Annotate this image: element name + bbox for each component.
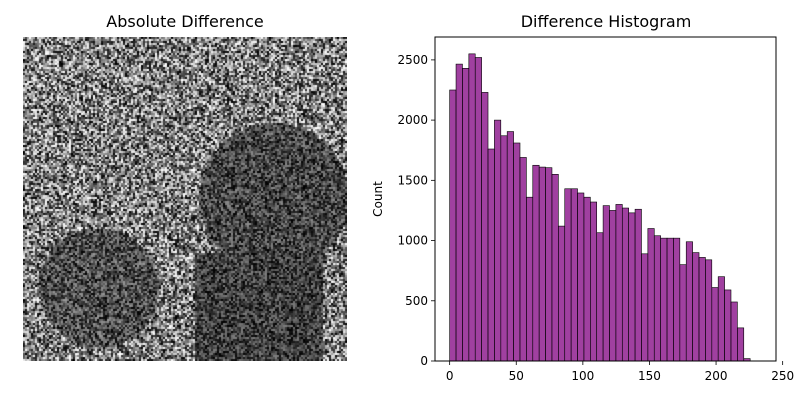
histogram-bar xyxy=(717,276,725,362)
x-tick-label: 150 xyxy=(638,369,661,383)
y-axis-label: Count xyxy=(371,181,385,217)
x-tick-label: 250 xyxy=(771,369,794,383)
histogram-bar xyxy=(609,210,617,362)
histogram-bar xyxy=(449,89,457,362)
histogram-bar xyxy=(551,174,559,362)
histogram-bar xyxy=(506,131,514,362)
histogram-bar xyxy=(564,188,572,362)
histogram-bar xyxy=(615,204,623,362)
histogram-bar xyxy=(660,237,668,362)
histogram-bar xyxy=(532,164,540,362)
histogram-bar xyxy=(590,201,598,362)
plot-frame xyxy=(434,36,777,362)
y-tick-label: 0 xyxy=(420,354,428,368)
histogram-bar xyxy=(737,327,745,362)
histogram-bar xyxy=(705,259,713,362)
x-tick-label: 100 xyxy=(571,369,594,383)
histogram-bar xyxy=(596,232,604,362)
histogram-bar xyxy=(526,196,534,362)
y-tick-label: 1000 xyxy=(397,234,428,248)
histogram-bar xyxy=(724,289,732,362)
histogram-bar xyxy=(602,205,610,362)
histogram-bar xyxy=(692,252,700,362)
histogram-bar xyxy=(628,212,636,362)
histogram-bar xyxy=(621,207,629,362)
x-tick-label: 0 xyxy=(446,369,454,383)
y-tick-label: 1500 xyxy=(397,173,428,187)
x-tick-label: 200 xyxy=(705,369,728,383)
histogram-bar xyxy=(487,148,495,362)
image-title: Absolute Difference xyxy=(106,12,264,31)
histogram-bar xyxy=(462,68,470,362)
histogram-bar xyxy=(711,287,719,362)
histogram-bar xyxy=(730,301,738,362)
histogram-bar xyxy=(558,225,566,362)
histogram-bar xyxy=(545,167,553,362)
histogram-bar xyxy=(698,257,706,362)
histogram-bar xyxy=(577,192,585,362)
y-tick-label: 2000 xyxy=(397,113,428,127)
histogram-bar xyxy=(494,119,502,362)
histogram-bar xyxy=(679,264,687,362)
histogram-bar xyxy=(455,63,463,362)
histogram-bar xyxy=(570,188,578,362)
histogram-bar xyxy=(474,57,482,362)
chart-title: Difference Histogram xyxy=(520,12,692,31)
histogram-bar xyxy=(481,92,489,362)
histogram-bar xyxy=(500,135,508,362)
histogram-bar xyxy=(653,235,661,362)
histogram-bar xyxy=(513,142,521,362)
histogram-bar xyxy=(666,237,674,362)
x-tick-label: 50 xyxy=(509,369,524,383)
histogram-bar xyxy=(641,253,649,362)
histogram-bar xyxy=(634,208,642,362)
histogram-bar xyxy=(468,53,476,362)
histogram-bar xyxy=(583,196,591,362)
y-tick-label: 500 xyxy=(405,294,428,308)
difference-image xyxy=(23,37,347,361)
histogram-bar xyxy=(685,241,693,362)
histogram-bar xyxy=(673,237,681,362)
histogram-bar xyxy=(519,157,527,362)
histogram-bar xyxy=(647,228,655,362)
histogram-bar xyxy=(538,166,546,362)
y-tick-label: 2500 xyxy=(397,53,428,67)
